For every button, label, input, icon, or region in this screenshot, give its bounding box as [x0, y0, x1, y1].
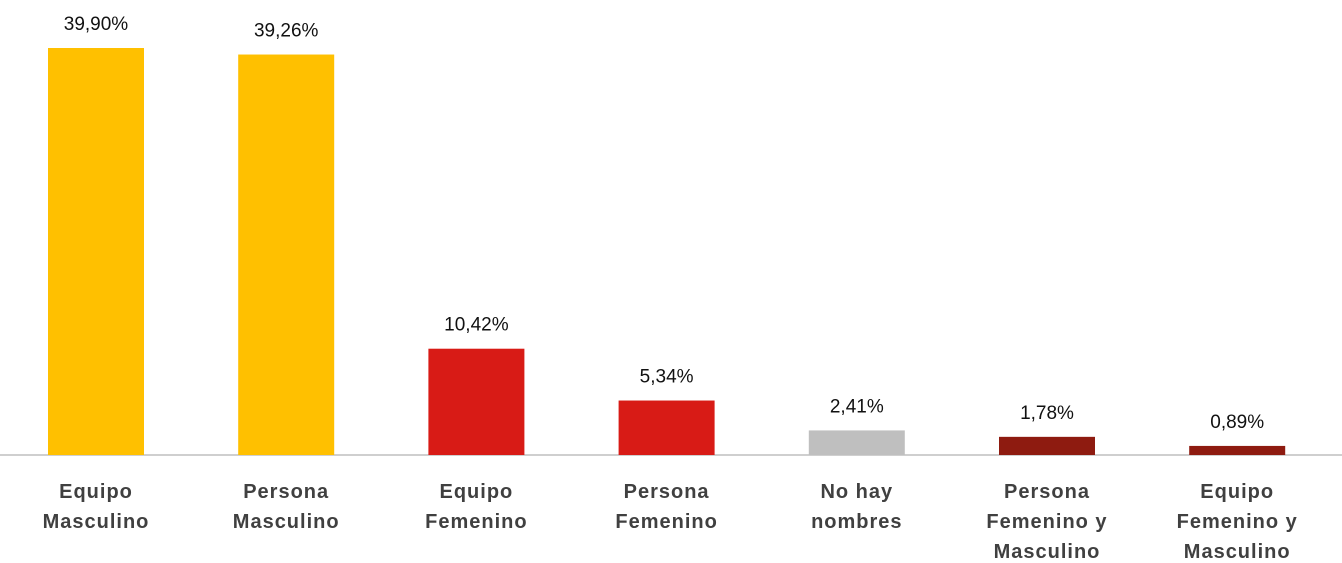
x-tick-label: Equipo Masculino	[42, 481, 150, 533]
value-label: 39,26%	[254, 21, 319, 42]
bar	[48, 48, 144, 455]
x-tick-label: No hay nombres	[811, 481, 903, 533]
x-tick-label: Equipo Femenino y Masculino	[1176, 481, 1298, 563]
bar	[808, 430, 905, 455]
value-label: 10,42%	[444, 315, 509, 336]
value-label: 1,78%	[1020, 403, 1074, 424]
value-label: 0,89%	[1210, 412, 1264, 433]
x-tick-label: Persona Masculino	[232, 481, 340, 533]
value-label: 39,90%	[64, 14, 129, 35]
x-tick-label: Persona Femenino y Masculino	[986, 481, 1108, 563]
bar	[428, 348, 525, 455]
value-label: 5,34%	[640, 367, 694, 388]
bar	[999, 436, 1095, 455]
x-tick-label: Persona Femenino	[615, 481, 718, 533]
bar	[238, 54, 335, 455]
bar	[1189, 445, 1286, 455]
x-tick-label: Equipo Femenino	[425, 481, 528, 533]
bar	[618, 400, 715, 455]
value-label: 2,41%	[830, 396, 884, 417]
